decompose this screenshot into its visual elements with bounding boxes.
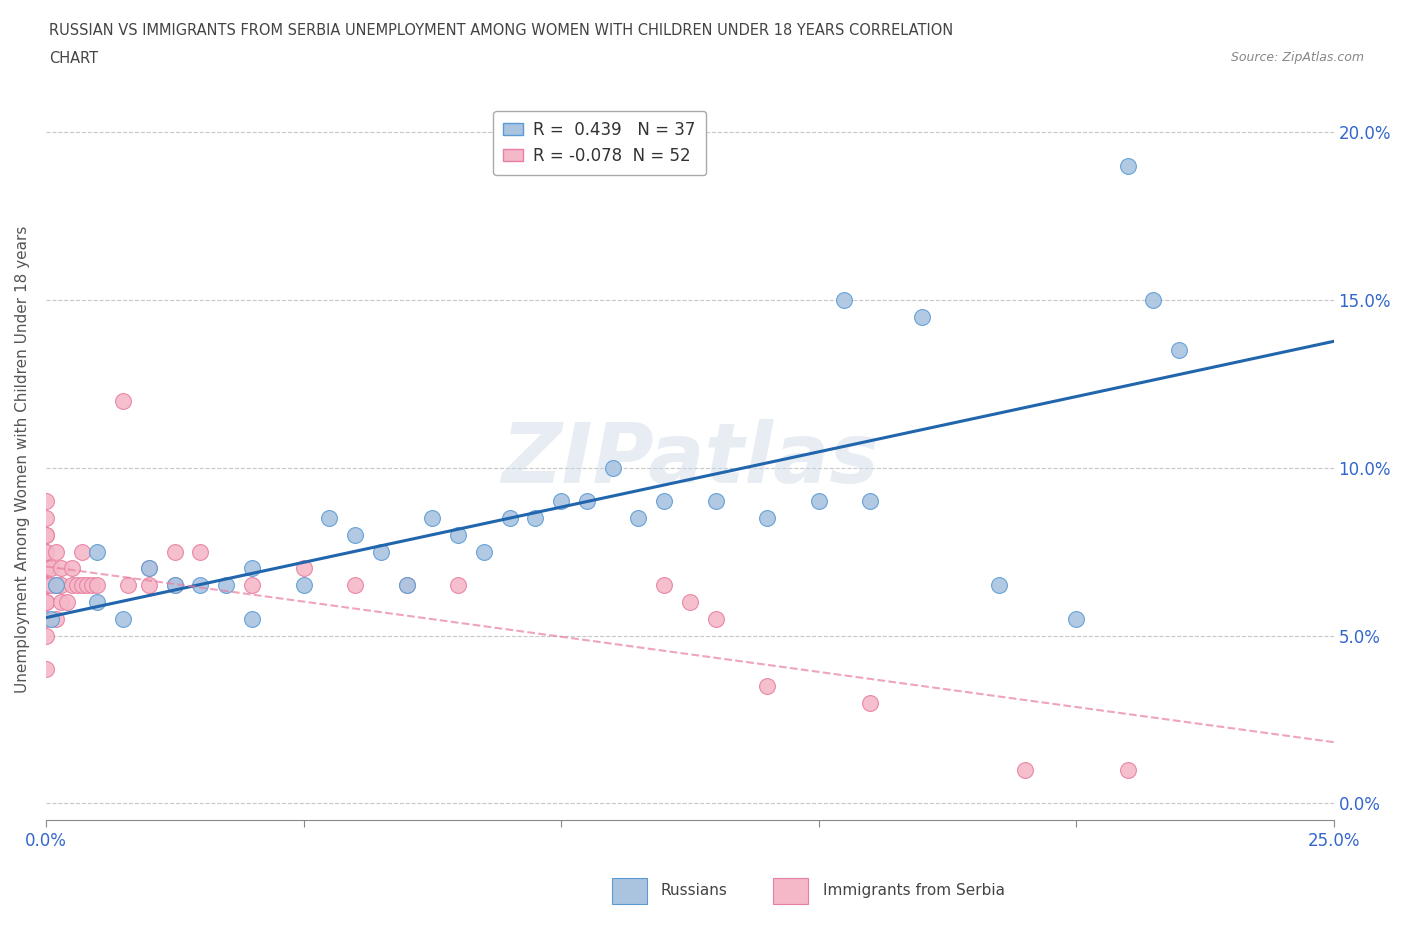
Text: CHART: CHART <box>49 51 98 66</box>
Point <box>82 578 104 592</box>
Point <box>138 578 160 592</box>
Point <box>45 544 67 559</box>
Point <box>70 544 93 559</box>
Point <box>35 527 58 542</box>
Legend: R =  0.439   N = 37, R = -0.078  N = 52: R = 0.439 N = 37, R = -0.078 N = 52 <box>494 111 706 175</box>
Point <box>859 494 882 509</box>
Point <box>45 578 67 592</box>
Point <box>679 594 702 609</box>
Point <box>35 611 58 626</box>
Point <box>45 611 67 626</box>
Point <box>35 494 58 509</box>
Point <box>807 494 830 509</box>
Point <box>35 561 58 576</box>
Point <box>86 578 108 592</box>
Point <box>35 544 58 559</box>
Point <box>86 544 108 559</box>
Point <box>35 561 58 576</box>
Point <box>524 511 547 525</box>
Point <box>575 494 598 509</box>
Point <box>240 578 263 592</box>
Point <box>1168 343 1191 358</box>
Point <box>35 544 58 559</box>
Point <box>163 578 186 592</box>
Point <box>370 544 392 559</box>
Point <box>395 578 418 592</box>
Point <box>163 578 186 592</box>
Point <box>1014 763 1036 777</box>
Point <box>190 578 212 592</box>
Point <box>1064 611 1087 626</box>
Point <box>472 544 495 559</box>
Point <box>35 527 58 542</box>
Point <box>859 696 882 711</box>
Point <box>704 494 727 509</box>
Point <box>70 578 93 592</box>
Point <box>55 594 77 609</box>
Point <box>60 578 83 592</box>
Point <box>910 310 932 325</box>
Point <box>395 578 418 592</box>
Point <box>35 628 58 643</box>
Point <box>215 578 238 592</box>
Point <box>602 460 624 475</box>
Point <box>138 561 160 576</box>
Point <box>1116 158 1139 173</box>
Text: RUSSIAN VS IMMIGRANTS FROM SERBIA UNEMPLOYMENT AMONG WOMEN WITH CHILDREN UNDER 1: RUSSIAN VS IMMIGRANTS FROM SERBIA UNEMPL… <box>49 23 953 38</box>
Point <box>318 511 340 525</box>
Point <box>550 494 572 509</box>
Point <box>35 578 58 592</box>
Text: Immigrants from Serbia: Immigrants from Serbia <box>823 884 1004 898</box>
Point <box>163 544 186 559</box>
Point <box>447 527 470 542</box>
Point <box>35 578 58 592</box>
Point <box>343 527 366 542</box>
Point <box>652 494 675 509</box>
Point <box>240 561 263 576</box>
Point <box>39 611 62 626</box>
Point <box>112 611 135 626</box>
Point <box>76 578 98 592</box>
Point <box>498 511 520 525</box>
Point <box>35 511 58 525</box>
Point <box>39 561 62 576</box>
Point <box>51 594 73 609</box>
Point <box>343 578 366 592</box>
Y-axis label: Unemployment Among Women with Children Under 18 years: Unemployment Among Women with Children U… <box>15 226 30 693</box>
Point <box>652 578 675 592</box>
Point <box>117 578 139 592</box>
Point <box>1116 763 1139 777</box>
Point <box>1142 293 1164 308</box>
Point <box>112 393 135 408</box>
Point <box>190 544 212 559</box>
Text: Russians: Russians <box>661 884 728 898</box>
Point <box>35 594 58 609</box>
Point <box>420 511 443 525</box>
Point <box>627 511 650 525</box>
Point <box>756 511 779 525</box>
Point <box>45 578 67 592</box>
Point <box>987 578 1010 592</box>
Point <box>704 611 727 626</box>
Point <box>51 561 73 576</box>
Point <box>447 578 470 592</box>
Point <box>39 578 62 592</box>
Point <box>292 561 315 576</box>
Point <box>756 679 779 694</box>
Point <box>292 578 315 592</box>
Point <box>35 661 58 676</box>
Point <box>60 561 83 576</box>
Text: Source: ZipAtlas.com: Source: ZipAtlas.com <box>1230 51 1364 64</box>
Point <box>66 578 89 592</box>
Point <box>834 293 856 308</box>
Point <box>35 578 58 592</box>
Point <box>51 578 73 592</box>
Point <box>138 561 160 576</box>
Point <box>240 611 263 626</box>
Point <box>86 594 108 609</box>
Point <box>35 594 58 609</box>
Text: ZIPatlas: ZIPatlas <box>501 418 879 500</box>
